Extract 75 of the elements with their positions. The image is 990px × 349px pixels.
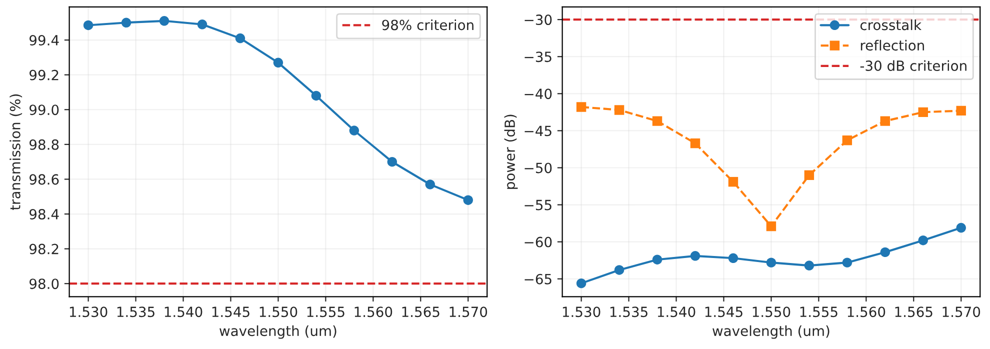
x-tick-label: 1.535 [610,306,648,318]
y-axis-title: transmission (%) [10,94,22,210]
point [766,258,776,268]
point [766,221,776,232]
point [804,170,814,180]
point [614,265,624,275]
x-tick-label: 1.555 [800,306,838,318]
x-tick-label: 1.565 [895,306,932,318]
legend-label: 98% criterion [382,19,474,30]
y-tick-label: 98.8 [30,139,59,150]
point [425,180,435,190]
y-tick-label: 98.4 [30,208,59,220]
x-tick-label: 1.545 [212,306,250,318]
point [880,116,890,126]
y-tick-label: 98.2 [30,244,58,254]
y-tick-label: 98.0 [30,278,59,290]
point [880,247,890,258]
x-tick-label: 1.570 [942,306,980,318]
y-tick-label: −35 [524,52,552,62]
x-tick-label: 1.560 [354,306,392,318]
x-tick-label: 1.550 [752,306,790,318]
legend-label: -30 dB criterion [860,60,966,72]
x-tick-label: 1.530 [562,306,600,318]
x-tick-label: 1.550 [260,306,298,318]
x-tick-label: 1.570 [450,306,488,318]
y-tick-label: 99.2 [30,70,58,80]
y-tick-label: −65 [524,274,552,284]
point [956,106,966,116]
y-tick-label: −60 [524,236,552,248]
y-tick-label: 99.0 [30,104,59,116]
point [804,260,814,270]
y-tick-label: −45 [524,126,552,136]
point [83,20,94,30]
legend-label: reflection [860,40,924,51]
x-tick-label: 1.545 [705,306,742,318]
point [842,135,852,146]
x-axis-title: wavelength (um) [220,325,336,339]
y-tick-label: −30 [524,14,552,26]
point [652,116,662,126]
x-tick-label: 1.540 [658,306,696,318]
point [273,58,284,68]
point [728,176,738,187]
point [576,278,586,288]
x-tick-label: 1.565 [402,306,440,318]
point [728,253,738,263]
point [918,107,928,118]
x-tick-label: 1.540 [164,306,202,318]
x-tick-label: 1.560 [848,306,886,318]
y-axis-title: power (dB) [504,114,518,189]
point [349,126,360,136]
point [576,102,586,112]
y-tick-label: 99.4 [30,35,59,46]
x-tick-label: 1.530 [70,306,108,318]
x-axis-title: wavelength (um) [712,325,830,339]
point [463,195,473,205]
y-tick-label: −55 [524,200,552,210]
x-tick-label: 1.535 [117,306,154,318]
point [842,258,852,268]
point [918,235,928,246]
y-tick-label: −50 [524,162,552,174]
point [690,138,700,148]
point [690,251,700,261]
y-tick-label: −40 [524,88,552,100]
point [614,105,624,115]
point [197,20,208,30]
point [235,33,246,44]
point [652,254,662,264]
point [121,18,132,28]
point [956,222,966,233]
point [159,16,170,26]
legend-label: crosstalk [860,19,922,30]
point [387,156,398,167]
y-tick-label: 98.6 [30,174,59,185]
x-tick-label: 1.555 [307,306,344,318]
point [311,90,322,101]
